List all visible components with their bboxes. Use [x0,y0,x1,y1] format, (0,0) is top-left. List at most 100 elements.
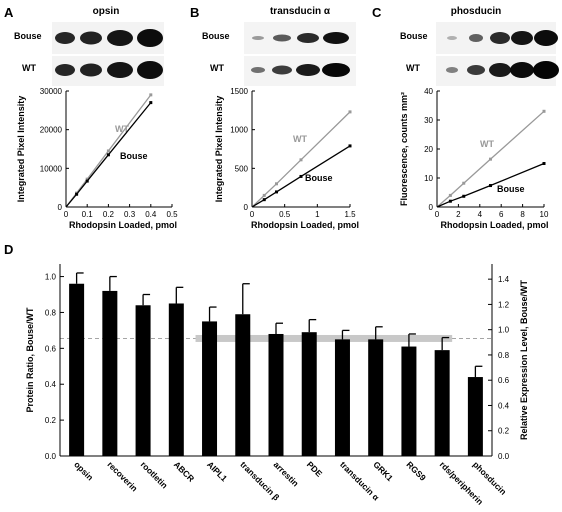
y-right-tick-label-d-3: 0.6 [498,376,510,385]
y-axis-label-d: Protein Ratio, Bouse/WT [25,307,35,413]
y-axis-label-c: Fluorescence, counts mm² [399,92,409,206]
x-tick-label-c-1: 2 [456,210,461,219]
data-point-c-bouse-1 [462,194,466,198]
category-label-0: opsin [72,459,95,482]
bar-6 [268,333,284,456]
bar-1 [102,290,118,456]
data-point-b-wt-1 [275,182,278,186]
x-tick-label-b-0: 0 [250,210,255,219]
data-point-c-wt-0 [448,193,452,197]
blot-title-c: phosducin [451,6,502,17]
bar-2 [135,305,151,456]
x-axis-label-b: Rhodopsin Loaded, pmol [251,220,359,230]
x-tick-label-a-0: 0 [64,210,69,219]
data-point-c-wt-1 [462,181,466,185]
data-point-a-wt-2 [106,149,110,153]
y-right-tick-label-d-5: 1.0 [498,326,510,335]
x-tick-label-c-4: 8 [520,210,525,219]
panel-letter-d: D [4,242,13,257]
series-label-b-wt: WT [293,134,307,144]
x-tick-label-a-4: 0.4 [145,210,157,219]
y-tick-label-c-3: 30 [424,116,433,125]
y-tick-label-c-1: 10 [424,174,433,183]
panel-letter-c: C [372,5,382,20]
data-point-b-bouse-3 [348,144,352,148]
y-tick-label-c-2: 20 [424,145,433,154]
data-point-b-bouse-0 [262,198,266,202]
blot-row-label-b-wt: WT [210,63,224,73]
bar-9 [368,339,384,456]
y-tick-label-a-3: 30000 [40,87,63,96]
y-tick-label-b-2: 1000 [230,126,248,135]
y-tick-label-d-2: 0.4 [45,380,57,389]
panel-letter-a: A [4,5,14,20]
series-label-a-wt: WT [115,124,129,134]
x-tick-label-a-3: 0.3 [124,210,136,219]
category-label-10: RGS9 [405,459,429,483]
x-tick-label-a-1: 0.1 [82,210,94,219]
blot-image-a [52,22,164,86]
line-chart-a: 0 10000 20000 30000 0 0.1 0.2 0.3 0.4 0.5Rhodopsi… [16,87,178,230]
x-tick-label-a-2: 0.2 [103,210,115,219]
blot-row-label-a-wt: WT [22,63,36,73]
y-right-tick-label-d-2: 0.4 [498,401,510,410]
bar-12 [467,377,483,456]
y-right-tick-label-d-6: 1.2 [498,300,510,309]
series-label-a-bouse: Bouse [120,151,148,161]
blot-title-b: transducin α [270,6,331,17]
y-tick-label-d-0: 0.0 [45,452,57,461]
y-tick-label-a-2: 20000 [40,126,63,135]
data-point-a-bouse-3 [149,101,153,105]
category-label-6: arrestin [272,459,301,488]
y-tick-label-b-3: 1500 [230,87,248,96]
y-tick-label-d-1: 0.2 [45,416,57,425]
bar-3 [168,303,184,456]
x-tick-label-a-5: 0.5 [166,210,178,219]
y-axis-label-a: Integrated Pixel Intensity [16,96,26,203]
bar-chart-d: 0.0 0.2 0.4 0.6 0.8 1.0 0.0 0.2 0.4 0.6 0.8 1.0 1.2 1… [25,264,529,507]
y-right-tick-label-d-4: 0.8 [498,351,510,360]
bar-10 [401,346,417,456]
data-point-a-wt-1 [85,177,89,181]
x-tick-label-b-3: 1.5 [344,210,356,219]
series-label-c-bouse: Bouse [497,184,525,194]
bar-5 [235,314,251,456]
x-tick-label-c-0: 0 [435,210,440,219]
panel-letter-b: B [190,5,199,20]
blot-image-b [244,22,356,86]
blot-row-label-c-wt: WT [406,63,420,73]
blot-row-label-c-bouse: Bouse [400,31,428,41]
category-label-2: rootletin [139,459,170,490]
reference-band [195,334,453,342]
y-tick-label-a-0: 0 [58,203,63,212]
bar-4 [202,321,218,456]
data-point-c-wt-3 [542,109,546,113]
bar-8 [334,339,350,456]
data-point-c-bouse-0 [448,199,452,203]
data-point-b-wt-2 [299,158,303,162]
bar-0 [69,283,85,456]
data-point-a-bouse-2 [106,153,110,157]
x-axis-label-c: Rhodopsin Loaded, pmol [441,220,549,230]
category-label-4: AIPL1 [205,459,229,483]
series-label-b-bouse: Bouse [305,173,333,183]
blot-row-label-a-bouse: Bouse [14,31,42,41]
bar-7 [301,332,317,456]
y-tick-label-b-1: 500 [235,164,249,173]
y-right-tick-label-d-7: 1.4 [498,275,510,284]
y-tick-label-c-4: 40 [424,87,433,96]
x-tick-label-c-5: 10 [540,210,549,219]
x-tick-label-c-2: 4 [478,210,483,219]
data-point-a-wt-3 [149,93,153,97]
x-tick-label-b-2: 1 [315,210,320,219]
data-point-b-wt-3 [348,110,352,114]
category-label-3: ABCR [172,459,196,483]
x-axis-label-a: Rhodopsin Loaded, pmol [69,220,177,230]
series-label-c-wt: WT [480,139,494,149]
y-tick-label-d-5: 1.0 [45,273,57,282]
bar-11 [434,350,450,456]
data-point-c-bouse-2 [489,184,492,188]
y-right-tick-label-d-0: 0.0 [498,452,510,461]
